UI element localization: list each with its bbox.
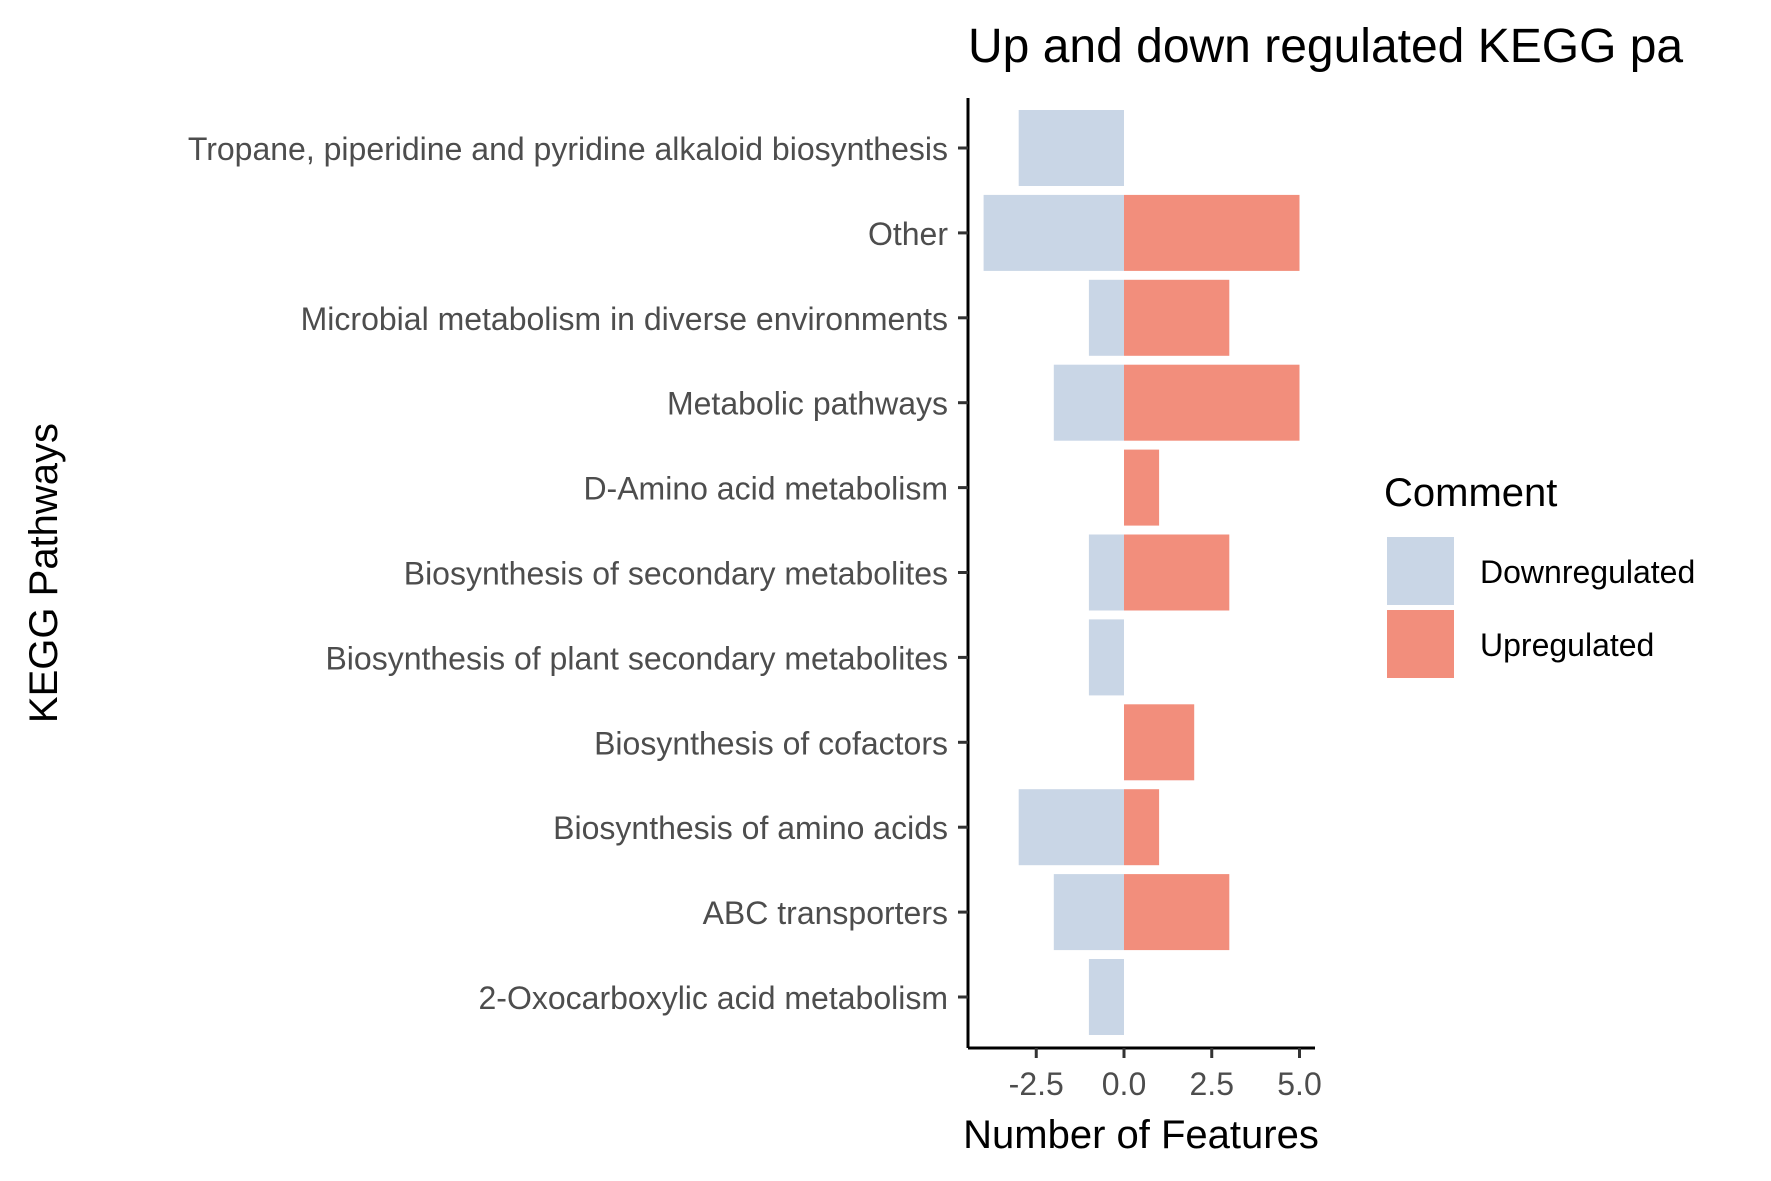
bar-upregulated-5 — [1124, 534, 1230, 611]
y-axis-label: KEGG Pathways — [22, 423, 66, 723]
bar-upregulated-2 — [1124, 279, 1230, 356]
bar-downregulated-9 — [1053, 874, 1124, 951]
bar-downregulated-6 — [1088, 619, 1124, 696]
bar-upregulated-8 — [1124, 789, 1160, 866]
bars-group — [983, 110, 1300, 1035]
bar-downregulated-0 — [1018, 110, 1124, 186]
legend-key-downregulated — [1387, 537, 1454, 605]
y-tick-label: Tropane, piperidine and pyridine alkaloi… — [188, 131, 948, 167]
bar-downregulated-2 — [1088, 279, 1124, 356]
bar-upregulated-3 — [1124, 364, 1300, 441]
bar-upregulated-9 — [1124, 874, 1230, 951]
bar-upregulated-1 — [1124, 194, 1300, 271]
y-tick-label: Microbial metabolism in diverse environm… — [301, 301, 948, 337]
y-tick-label: Biosynthesis of amino acids — [553, 810, 948, 846]
bar-upregulated-7 — [1124, 704, 1195, 781]
legend-key-upregulated — [1387, 610, 1454, 678]
x-tick-label: -2.5 — [1009, 1066, 1064, 1102]
legend-label-upregulated: Upregulated — [1480, 627, 1654, 663]
y-tick-label: Biosynthesis of secondary metabolites — [404, 556, 948, 592]
y-tick-label: D-Amino acid metabolism — [583, 471, 948, 507]
legend: Comment Downregulated Upregulated — [1384, 471, 1695, 678]
x-tick-label: 5.0 — [1277, 1066, 1321, 1102]
x-tick-label: 2.5 — [1190, 1066, 1234, 1102]
bar-downregulated-10 — [1088, 959, 1124, 1035]
bar-downregulated-5 — [1088, 534, 1124, 611]
y-tick-label: 2-Oxocarboxylic acid metabolism — [479, 980, 949, 1016]
y-tick-label: Biosynthesis of plant secondary metaboli… — [325, 640, 948, 676]
y-axis: Tropane, piperidine and pyridine alkaloi… — [188, 98, 970, 1048]
legend-title: Comment — [1384, 471, 1557, 515]
x-axis-label: Number of Features — [963, 1113, 1319, 1157]
y-tick-label: ABC transporters — [703, 895, 948, 931]
bar-downregulated-1 — [983, 194, 1124, 271]
legend-label-downregulated: Downregulated — [1480, 554, 1695, 590]
x-axis: -2.5 0.0 2.5 5.0 — [968, 1046, 1322, 1102]
bar-upregulated-4 — [1124, 449, 1160, 526]
y-tick-label: Other — [868, 216, 948, 252]
bar-downregulated-3 — [1053, 364, 1124, 441]
bar-downregulated-8 — [1018, 789, 1124, 866]
x-tick-label: 0.0 — [1102, 1066, 1146, 1102]
chart-title: Up and down regulated KEGG pa — [968, 20, 1683, 73]
y-tick-label: Biosynthesis of cofactors — [594, 725, 948, 761]
y-tick-label: Metabolic pathways — [667, 386, 948, 422]
